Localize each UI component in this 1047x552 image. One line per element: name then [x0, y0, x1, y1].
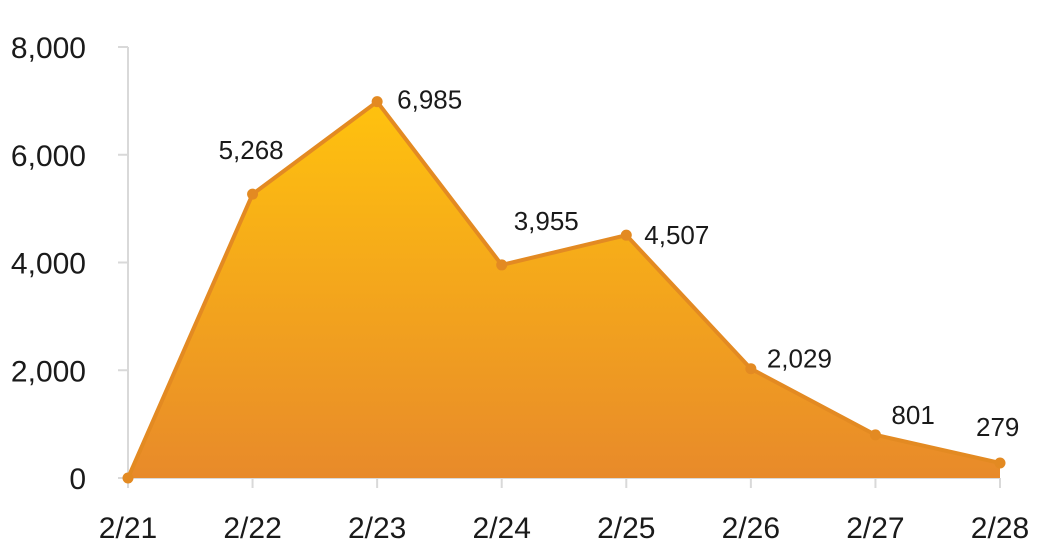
data-label-2/22: 5,268: [219, 135, 284, 165]
x-tick-label: 2/28: [971, 512, 1029, 545]
y-tick-label: 4,000: [11, 248, 86, 281]
x-tick-label: 2/27: [846, 512, 904, 545]
data-label-2/25: 4,507: [644, 220, 709, 250]
x-tick-label: 2/22: [223, 512, 281, 545]
tick-labels: 0 2,000 4,000 6,000 8,000 2/21 2/22 2/23 2/24 2/2…: [11, 32, 1029, 545]
y-tick-label: 8,000: [11, 32, 86, 65]
y-tick-label: 2,000: [11, 355, 86, 388]
data-labels: 5,268 6,985 3,955 4,507 2,029 801 279: [219, 85, 1020, 442]
x-tick-label: 2/26: [722, 512, 780, 545]
data-point-2/24: [496, 259, 508, 271]
data-label-2/26: 2,029: [767, 344, 832, 374]
area-fill: [128, 101, 1000, 478]
data-label-2/28: 279: [976, 412, 1019, 442]
x-tick-label: 2/21: [99, 512, 157, 545]
data-point-2/22: [247, 188, 259, 200]
data-point-2/27: [869, 429, 881, 441]
data-point-2/25: [620, 229, 632, 241]
data-points: [122, 96, 1006, 484]
data-label-2/24: 3,955: [514, 206, 579, 236]
data-point-2/21: [122, 472, 134, 484]
y-tick-label: 6,000: [11, 140, 86, 173]
data-label-2/27: 801: [891, 400, 934, 430]
series-line: [126, 99, 1001, 479]
data-label-2/23: 6,985: [397, 85, 462, 115]
x-tick-label: 2/25: [597, 512, 655, 545]
area-series: [126, 99, 1001, 479]
data-point-2/26: [745, 363, 757, 375]
x-tick-label: 2/23: [348, 512, 406, 545]
data-point-2/28: [994, 457, 1006, 469]
y-tick-label: 0: [69, 463, 86, 496]
x-tick-label: 2/24: [473, 512, 531, 545]
data-point-2/23: [371, 96, 383, 108]
